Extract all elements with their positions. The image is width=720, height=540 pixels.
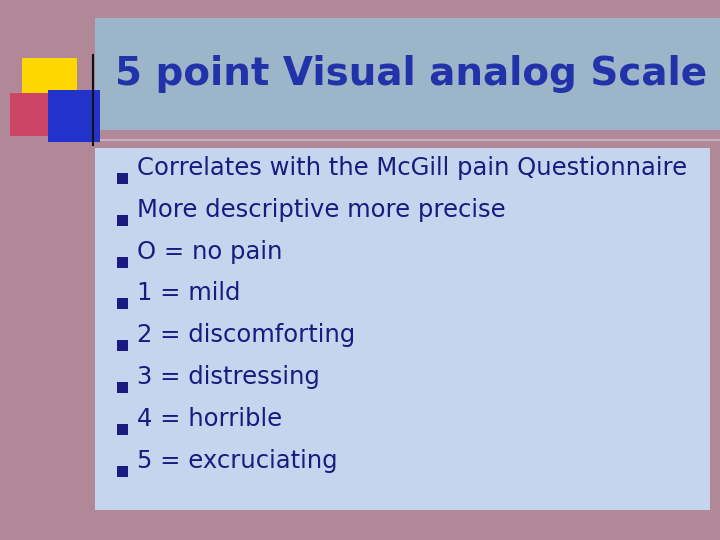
Bar (117, 340, 128, 352)
Bar (117, 256, 128, 268)
Text: 5 = excruciating: 5 = excruciating (137, 449, 338, 472)
Bar (95, 148, 710, 510)
Bar (117, 382, 128, 393)
Bar (48, 90, 100, 142)
Text: 4 = horrible: 4 = horrible (137, 407, 282, 431)
Bar (10, 93, 55, 136)
Text: More descriptive more precise: More descriptive more precise (137, 198, 505, 222)
Text: 3 = distressing: 3 = distressing (137, 365, 320, 389)
Bar (95, 18, 720, 130)
Bar (117, 173, 128, 184)
Bar (117, 215, 128, 226)
Bar (117, 465, 128, 477)
Text: Correlates with the McGill pain Questionnaire: Correlates with the McGill pain Question… (137, 156, 687, 180)
Bar (117, 299, 128, 309)
Bar (22, 58, 77, 110)
Text: 1 = mild: 1 = mild (137, 281, 240, 306)
Text: 2 = discomforting: 2 = discomforting (137, 323, 355, 347)
Bar (117, 424, 128, 435)
Text: O = no pain: O = no pain (137, 240, 282, 264)
Text: 5 point Visual analog Scale: 5 point Visual analog Scale (115, 55, 707, 93)
